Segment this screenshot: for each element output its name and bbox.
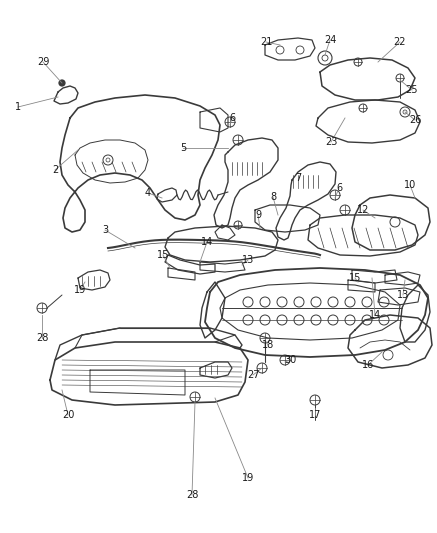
Text: 10: 10: [404, 180, 416, 190]
Text: 21: 21: [260, 37, 272, 47]
Text: 3: 3: [102, 225, 108, 235]
Text: 14: 14: [201, 237, 213, 247]
Text: 15: 15: [157, 250, 169, 260]
Text: 25: 25: [406, 85, 418, 95]
Text: 15: 15: [349, 273, 361, 283]
Text: 24: 24: [324, 35, 336, 45]
Text: 29: 29: [37, 57, 49, 67]
Circle shape: [59, 80, 65, 86]
Text: 13: 13: [242, 255, 254, 265]
Text: 19: 19: [74, 285, 86, 295]
Text: 22: 22: [394, 37, 406, 47]
Text: 27: 27: [247, 370, 259, 380]
Text: 16: 16: [362, 360, 374, 370]
Text: 20: 20: [62, 410, 74, 420]
Text: 23: 23: [325, 137, 337, 147]
Text: 17: 17: [309, 410, 321, 420]
Text: 4: 4: [145, 188, 151, 198]
Text: 9: 9: [255, 210, 261, 220]
Text: 19: 19: [242, 473, 254, 483]
Text: 6: 6: [229, 113, 235, 123]
Text: 1: 1: [15, 102, 21, 112]
Text: 14: 14: [369, 310, 381, 320]
Text: 26: 26: [409, 115, 421, 125]
Text: 28: 28: [186, 490, 198, 500]
Text: 6: 6: [336, 183, 342, 193]
Text: 12: 12: [357, 205, 369, 215]
Text: 7: 7: [295, 173, 301, 183]
Text: 13: 13: [397, 290, 409, 300]
Text: 5: 5: [180, 143, 186, 153]
Text: 28: 28: [36, 333, 48, 343]
Text: 2: 2: [52, 165, 58, 175]
Text: 18: 18: [262, 340, 274, 350]
Text: 8: 8: [270, 192, 276, 202]
Text: 30: 30: [284, 355, 296, 365]
